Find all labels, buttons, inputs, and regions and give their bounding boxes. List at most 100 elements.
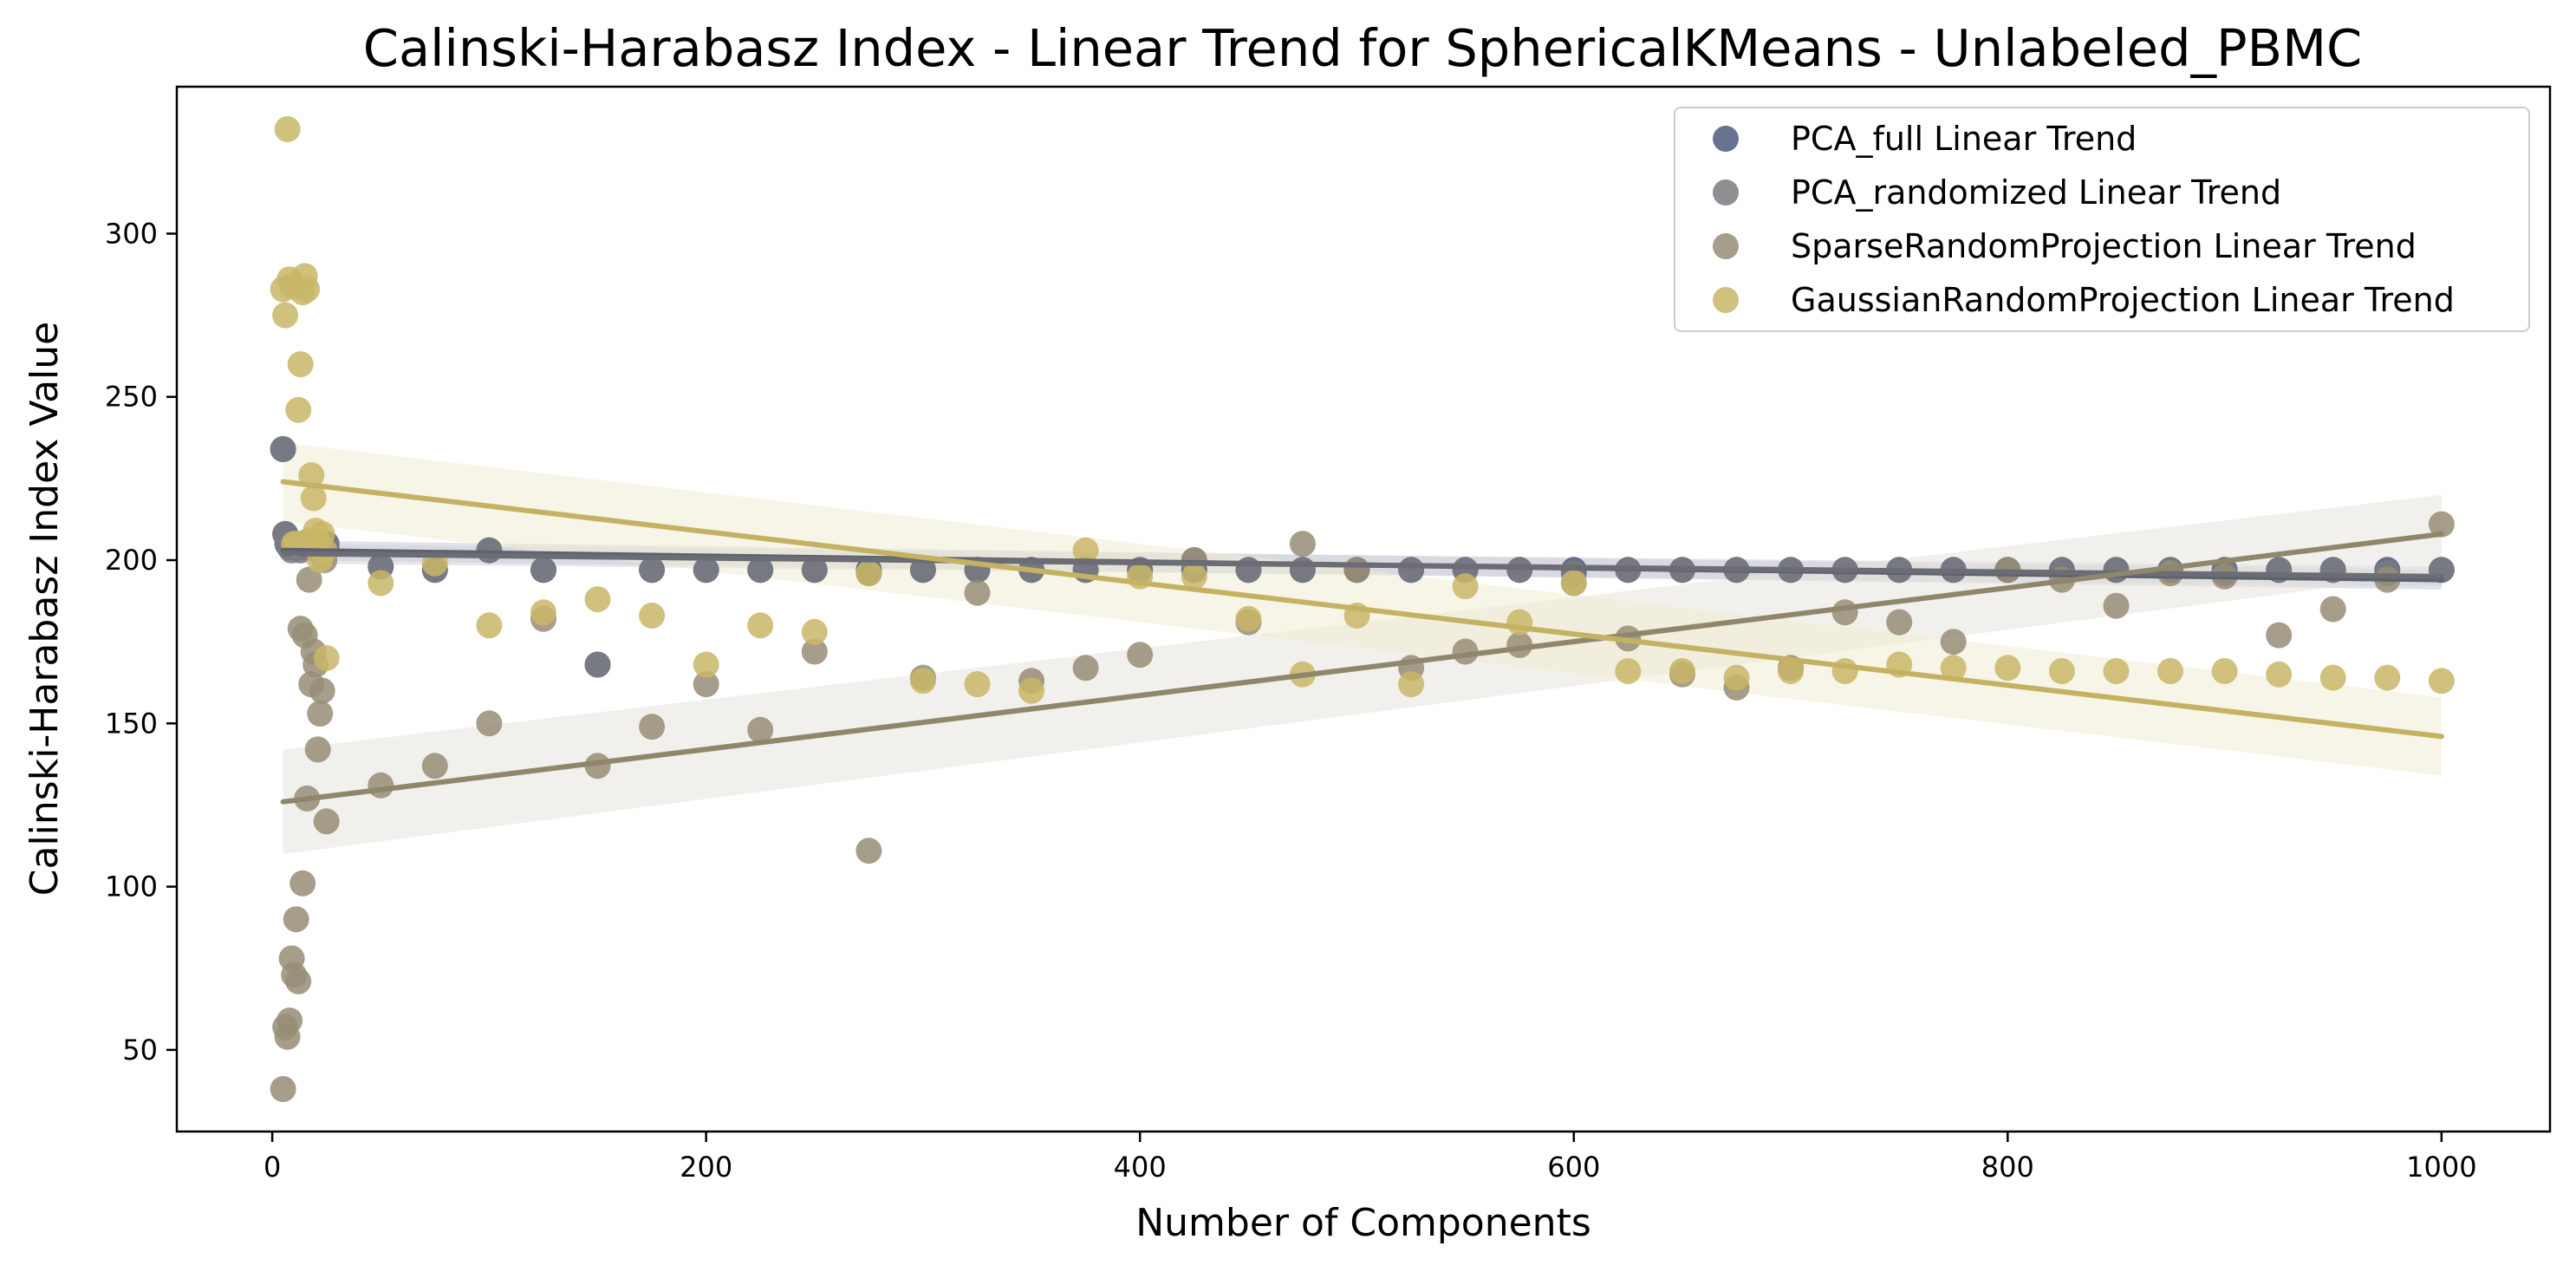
- data-point-s3-20: [313, 645, 340, 671]
- legend-marker-0: [1713, 126, 1739, 152]
- legend-marker-3: [1713, 287, 1739, 313]
- legend-box: [1674, 107, 2530, 332]
- data-point-s3-50: [1940, 655, 1967, 682]
- data-point-s2-30: [855, 838, 882, 864]
- data-point-s1-28: [747, 557, 774, 584]
- data-point-s2-0: [270, 1076, 296, 1102]
- data-point-s2-3: [276, 1008, 303, 1034]
- data-point-s2-12: [296, 566, 322, 593]
- data-point-s2-34: [1072, 655, 1099, 682]
- data-point-s2-17: [307, 701, 334, 727]
- y-axis-label: Calinski-Harabasz Index Value: [23, 322, 67, 896]
- data-point-s3-1: [272, 302, 299, 329]
- trend-line-1: [280, 551, 2444, 579]
- data-point-s3-23: [476, 612, 503, 639]
- data-point-s3-54: [2157, 658, 2183, 684]
- data-point-s3-21: [368, 570, 394, 597]
- data-point-s2-53: [2103, 592, 2130, 619]
- data-point-s1-24: [530, 557, 556, 584]
- data-point-s3-30: [855, 560, 882, 587]
- data-point-s3-37: [1235, 605, 1262, 632]
- y-tick-label-1: 100: [105, 871, 158, 903]
- data-point-s2-27: [693, 671, 719, 698]
- legend-label-3: GaussianRandomProjection Linear Trend: [1791, 281, 2455, 319]
- data-point-s2-7: [285, 968, 312, 995]
- data-point-s1-25: [584, 651, 611, 678]
- data-point-s3-33: [1018, 677, 1045, 704]
- data-point-s2-9: [289, 870, 316, 897]
- data-point-s1-26: [639, 557, 666, 584]
- data-point-s2-23: [476, 710, 503, 737]
- chart-title: Calinski-Harabasz Index - Linear Trend f…: [363, 18, 2362, 78]
- data-point-s1-40: [1398, 557, 1425, 584]
- data-point-s2-56: [2266, 622, 2293, 649]
- data-point-s3-25: [584, 586, 611, 613]
- data-point-s2-16: [304, 736, 331, 763]
- data-point-s2-35: [1127, 642, 1154, 669]
- data-point-s1-23: [476, 537, 503, 564]
- legend-label-2: SparseRandomProjection Linear Trend: [1791, 227, 2417, 265]
- data-point-s2-49: [1886, 609, 1913, 636]
- data-point-s1-38: [1289, 557, 1316, 584]
- data-point-s3-58: [2374, 664, 2401, 691]
- data-point-s3-26: [639, 603, 666, 629]
- data-point-s3-53: [2103, 658, 2130, 684]
- data-point-s2-57: [2319, 596, 2346, 623]
- data-point-s2-48: [1831, 599, 1858, 626]
- data-point-s2-32: [964, 579, 991, 606]
- data-point-s3-41: [1452, 573, 1479, 600]
- data-point-s3-47: [1778, 658, 1804, 684]
- x-tick-label-3: 600: [1547, 1151, 1600, 1184]
- y-tick-label-3: 200: [105, 544, 158, 577]
- data-point-s3-51: [1994, 655, 2021, 682]
- data-point-s3-46: [1723, 664, 1750, 691]
- x-tick-label-0: 0: [263, 1151, 281, 1184]
- legend-items: PCA_full Linear Trend PCA_randomized Line…: [1713, 120, 2455, 319]
- y-tick-label-0: 50: [122, 1034, 158, 1067]
- x-tick-label-5: 1000: [2406, 1151, 2476, 1184]
- data-point-s3-55: [2211, 658, 2238, 684]
- data-point-s3-48: [1831, 658, 1858, 684]
- trend-lines: [280, 479, 2444, 805]
- legend-marker-2: [1713, 233, 1739, 259]
- data-point-s3-24: [530, 599, 556, 626]
- data-point-s1-29: [801, 557, 828, 584]
- data-point-s3-59: [2428, 668, 2455, 695]
- x-tick-label-2: 400: [1114, 1151, 1167, 1184]
- y-axis-ticks: 50 100 150 200 250 300: [105, 217, 177, 1067]
- data-point-s1-31: [909, 557, 936, 584]
- x-axis-ticks: 0 200 400 600 800 1000: [263, 1132, 2477, 1184]
- data-point-s3-31: [909, 668, 936, 695]
- legend-label-0: PCA_full Linear Trend: [1791, 120, 2137, 158]
- data-point-s1-53: [2103, 557, 2130, 584]
- data-point-s3-29: [801, 618, 828, 645]
- data-point-s3-52: [2048, 658, 2075, 684]
- y-tick-label-5: 300: [105, 217, 158, 250]
- data-point-s3-8: [287, 351, 314, 378]
- data-point-s3-34: [1072, 537, 1099, 564]
- x-tick-label-4: 800: [1981, 1151, 2034, 1184]
- data-point-s2-38: [1289, 531, 1316, 558]
- data-point-s3-27: [693, 651, 719, 678]
- data-point-s3-7: [285, 396, 312, 423]
- data-point-s2-39: [1343, 557, 1370, 584]
- data-point-s3-14: [300, 485, 327, 512]
- confidence-band-2: [283, 494, 2442, 854]
- data-point-s3-57: [2319, 664, 2346, 691]
- x-tick-label-1: 200: [680, 1151, 732, 1184]
- data-point-s1-0: [270, 436, 296, 462]
- data-point-s2-50: [1940, 629, 1967, 656]
- data-point-s2-29: [801, 638, 828, 665]
- data-point-s3-36: [1181, 563, 1207, 590]
- data-point-s3-43: [1560, 570, 1587, 597]
- data-point-s1-27: [693, 557, 719, 584]
- data-point-s2-21: [368, 772, 394, 799]
- data-point-s2-28: [747, 716, 774, 743]
- y-tick-label-2: 150: [105, 707, 158, 740]
- legend-label-1: PCA_randomized Linear Trend: [1791, 173, 2281, 212]
- legend-marker-1: [1713, 179, 1739, 205]
- trend-line-3: [280, 479, 2444, 740]
- data-point-s2-22: [421, 753, 448, 780]
- data-point-s3-11: [294, 276, 321, 303]
- x-axis-label: Number of Components: [1135, 1201, 1591, 1245]
